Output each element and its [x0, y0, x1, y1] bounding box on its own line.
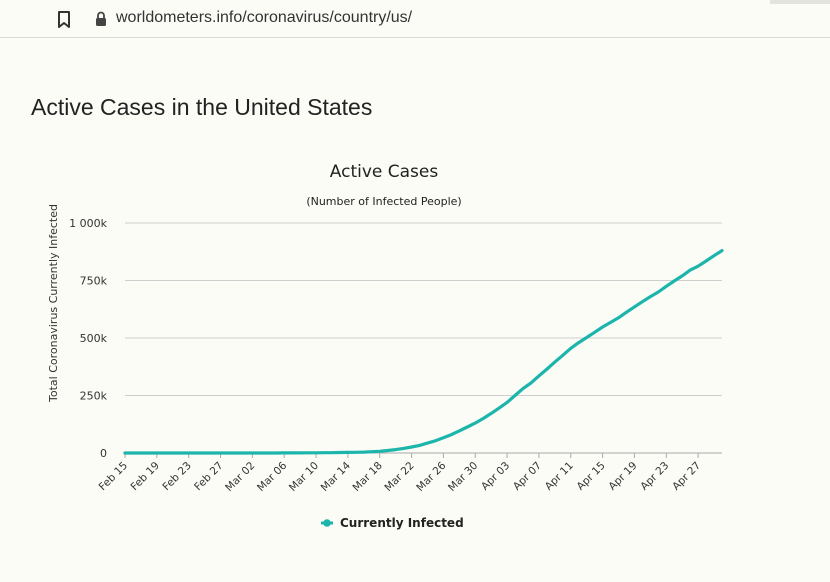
- bookmark-icon[interactable]: [56, 11, 72, 29]
- legend[interactable]: Currently Infected: [321, 516, 464, 530]
- chart-svg: Active Cases (Number of Infected People)…: [47, 162, 724, 530]
- x-tick-label: Apr 23: [638, 460, 671, 493]
- x-tick-label: Mar 30: [446, 460, 480, 494]
- grid-lines: [125, 222, 722, 454]
- legend-label: Currently Infected: [340, 516, 464, 530]
- x-tick-label: Apr 07: [511, 460, 544, 493]
- x-tick-label: Mar 14: [319, 459, 354, 494]
- y-axis-ticks: 0 250k 500k 750k 1 000k: [69, 217, 107, 460]
- x-tick-label: Mar 06: [255, 459, 290, 494]
- x-tick-label: Feb 27: [192, 460, 225, 493]
- x-tick-label: Feb 15: [97, 460, 130, 493]
- x-tick-label: Apr 11: [543, 460, 576, 493]
- chart-title: Active Cases: [330, 162, 439, 182]
- y-tick-label: 500k: [80, 332, 108, 345]
- x-tick-label: Apr 27: [670, 460, 703, 493]
- chart-subtitle: (Number of Infected People): [306, 195, 461, 208]
- x-tick-label: Feb 23: [160, 460, 193, 493]
- browser-address-bar: worldometers.info/coronavirus/country/us…: [0, 0, 830, 38]
- x-tick-label: Apr 15: [575, 460, 608, 493]
- y-tick-label: 250k: [80, 390, 108, 403]
- x-tick-label: Mar 26: [414, 459, 449, 494]
- y-tick-label: 0: [100, 447, 107, 460]
- url-field[interactable]: worldometers.info/coronavirus/country/us…: [116, 9, 413, 26]
- x-tick-label: Mar 02: [223, 460, 257, 494]
- x-tick-label: Mar 10: [287, 460, 321, 494]
- window-edge-decoration: [770, 0, 830, 4]
- x-tick-label: Feb 19: [129, 460, 162, 493]
- x-tick-label: Mar 18: [351, 460, 385, 494]
- page-title: Active Cases in the United States: [31, 94, 373, 120]
- lock-icon: [96, 11, 106, 26]
- y-tick-label: 1 000k: [69, 217, 107, 230]
- x-tick-label: Apr 19: [606, 460, 639, 493]
- x-tick-label: Apr 03: [479, 460, 512, 493]
- x-tick-label: Mar 22: [382, 460, 416, 494]
- y-tick-label: 750k: [80, 275, 108, 288]
- active-cases-chart: Active Cases (Number of Infected People)…: [0, 140, 830, 560]
- legend-swatch-marker: [323, 519, 331, 527]
- series-line-currently-infected: [123, 249, 724, 455]
- y-axis-label: Total Coronavirus Currently Infected: [47, 204, 60, 403]
